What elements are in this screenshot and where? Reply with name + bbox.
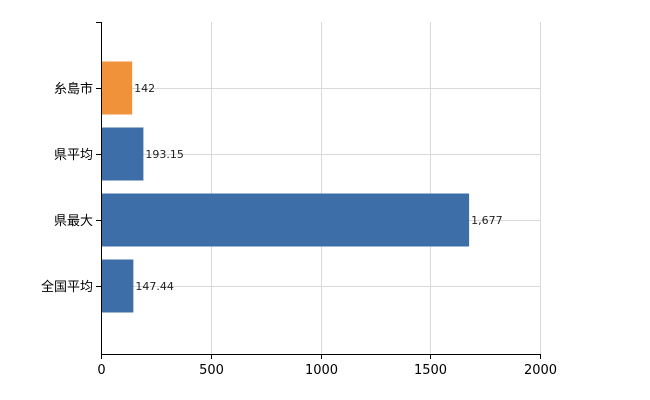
- x-tick-label: 1500: [414, 363, 447, 378]
- category-label: 全国平均: [41, 279, 93, 295]
- x-tick-label: 500: [199, 363, 224, 378]
- x-tick-label: 0: [97, 363, 105, 378]
- bar-value-label: 1,677: [471, 214, 503, 227]
- bar-value-label: 193.15: [145, 148, 184, 161]
- label-layer: 142 糸島市 193.15 県平均 1,677 県最大 147.44 全国平均 0 500 100…: [41, 81, 557, 378]
- bar-2: [102, 193, 470, 247]
- bar-layer: [102, 61, 470, 313]
- x-tick-label: 2000: [524, 363, 557, 378]
- category-label: 県最大: [54, 214, 93, 229]
- bar-1: [102, 127, 144, 181]
- x-tick-label: 1000: [305, 363, 338, 378]
- bar-0: [102, 61, 133, 115]
- grid-layer: [101, 22, 541, 354]
- bar-3: [102, 259, 134, 313]
- axis-layer: [96, 22, 541, 359]
- category-label: 県平均: [54, 148, 93, 163]
- bar-value-label: 142: [134, 82, 155, 95]
- category-label: 糸島市: [54, 81, 93, 97]
- bar-value-label: 147.44: [135, 280, 174, 293]
